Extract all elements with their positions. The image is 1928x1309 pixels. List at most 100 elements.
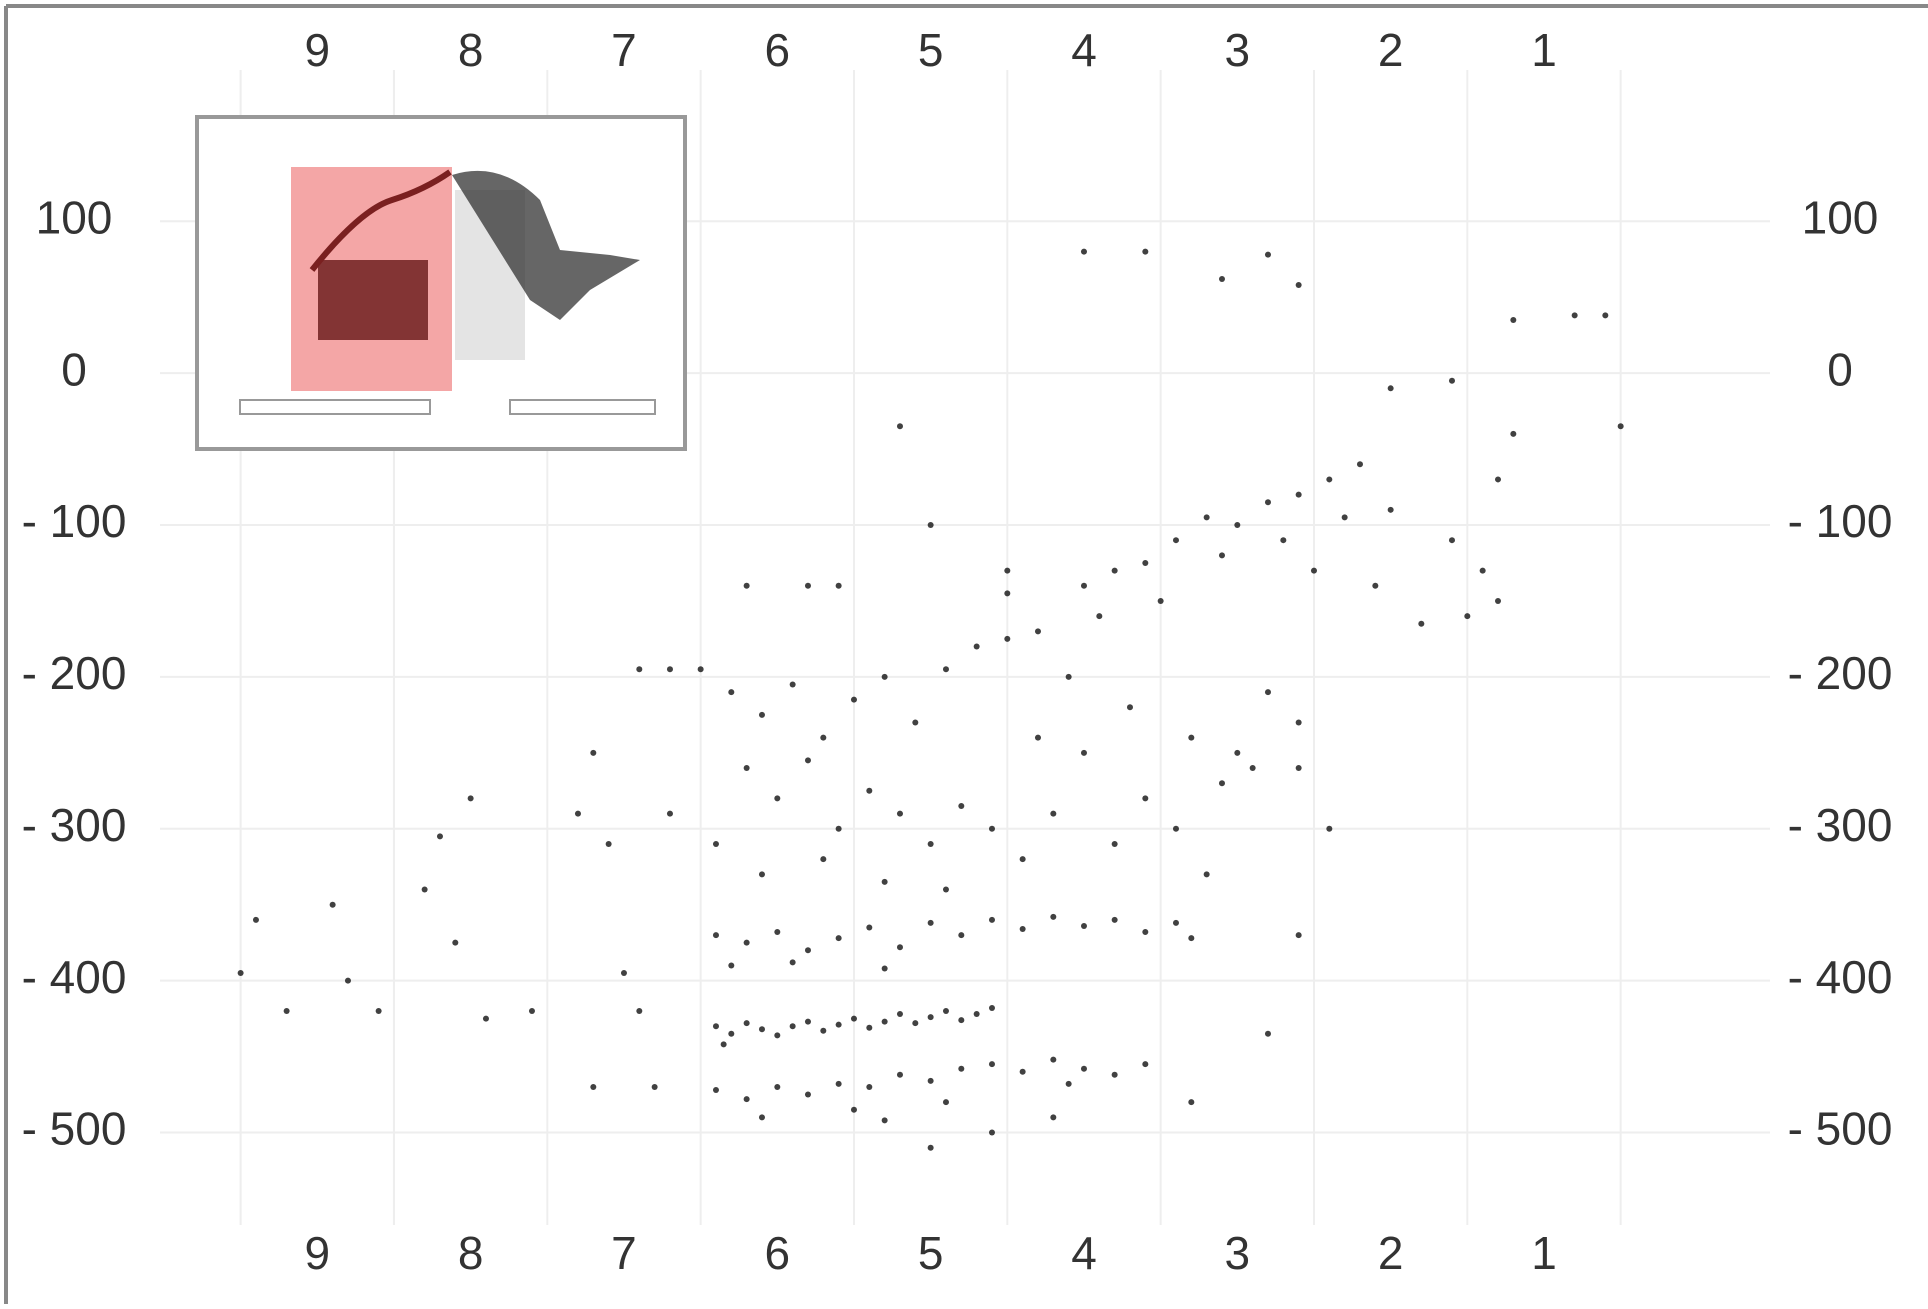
point — [958, 1065, 965, 1072]
point — [728, 962, 735, 969]
point — [958, 1017, 965, 1024]
point — [1050, 913, 1057, 920]
x-tick-label: 6 — [765, 24, 791, 76]
point — [1280, 537, 1287, 544]
point — [881, 878, 888, 885]
point — [1172, 919, 1179, 926]
point — [1142, 1061, 1149, 1068]
point — [1065, 1080, 1072, 1087]
point — [1264, 689, 1271, 696]
point — [1065, 673, 1072, 680]
point — [881, 1117, 888, 1124]
point — [1341, 514, 1348, 521]
point — [942, 1099, 949, 1106]
y-tick-label-right: - 100 — [1788, 495, 1893, 547]
point — [1050, 1056, 1057, 1063]
point — [1188, 1099, 1195, 1106]
point — [1004, 590, 1011, 597]
point — [774, 1083, 781, 1090]
point — [988, 916, 995, 923]
points — [237, 248, 1624, 1151]
point — [743, 1020, 750, 1027]
inset-button — [239, 399, 431, 415]
point — [1448, 377, 1455, 384]
point — [1050, 810, 1057, 817]
point — [743, 1096, 750, 1103]
point — [850, 1106, 857, 1113]
point — [820, 734, 827, 741]
x-tick-label: 2 — [1378, 24, 1404, 76]
point — [774, 795, 781, 802]
x-tick-label-bottom: 1 — [1531, 1227, 1557, 1279]
point — [1326, 825, 1333, 832]
point — [835, 825, 842, 832]
x-tick-label: 9 — [305, 24, 331, 76]
point — [835, 582, 842, 589]
point — [620, 970, 627, 977]
y-tick-label: - 400 — [22, 951, 127, 1003]
point — [988, 825, 995, 832]
point — [436, 833, 443, 840]
point — [958, 802, 965, 809]
point — [942, 666, 949, 673]
point — [329, 901, 336, 908]
point — [896, 944, 903, 951]
x-tick-label-bottom: 6 — [765, 1227, 791, 1279]
point — [1080, 749, 1087, 756]
point — [467, 795, 474, 802]
point — [728, 1030, 735, 1037]
point — [804, 757, 811, 764]
point — [896, 1011, 903, 1018]
point — [758, 711, 765, 718]
point — [283, 1008, 290, 1015]
point — [1494, 597, 1501, 604]
point — [1571, 312, 1578, 319]
point — [1310, 567, 1317, 574]
point — [973, 643, 980, 650]
point — [1218, 552, 1225, 559]
x-tick-label-bottom: 5 — [918, 1227, 944, 1279]
point — [1096, 613, 1103, 620]
point — [789, 681, 796, 688]
y-tick-label-right: 100 — [1802, 191, 1879, 243]
x-tick-label-bottom: 4 — [1071, 1227, 1097, 1279]
point — [666, 810, 673, 817]
point — [1295, 491, 1302, 498]
point — [590, 1083, 597, 1090]
y-tick-label: 100 — [36, 191, 113, 243]
point — [912, 719, 919, 726]
point — [528, 1008, 535, 1015]
y-tick-label: - 200 — [22, 647, 127, 699]
point — [1172, 537, 1179, 544]
point — [1418, 620, 1425, 627]
point — [666, 666, 673, 673]
point — [973, 1011, 980, 1018]
point — [988, 1061, 995, 1068]
inset-button — [509, 399, 656, 415]
inset-dark-area — [318, 260, 428, 340]
point — [728, 689, 735, 696]
point — [1034, 628, 1041, 635]
point — [651, 1083, 658, 1090]
point — [927, 1077, 934, 1084]
point — [942, 1008, 949, 1015]
point — [896, 810, 903, 817]
point — [1295, 719, 1302, 726]
point — [1019, 1068, 1026, 1075]
point — [1295, 282, 1302, 289]
point — [1111, 916, 1118, 923]
point — [421, 886, 428, 893]
point — [743, 582, 750, 589]
point — [1188, 935, 1195, 942]
point — [850, 696, 857, 703]
inset-curve — [309, 169, 452, 272]
point — [712, 1023, 719, 1030]
x-tick-label: 3 — [1225, 24, 1251, 76]
point — [344, 977, 351, 984]
point — [574, 810, 581, 817]
point — [820, 856, 827, 863]
x-tick-label: 7 — [611, 24, 637, 76]
point — [835, 1021, 842, 1028]
